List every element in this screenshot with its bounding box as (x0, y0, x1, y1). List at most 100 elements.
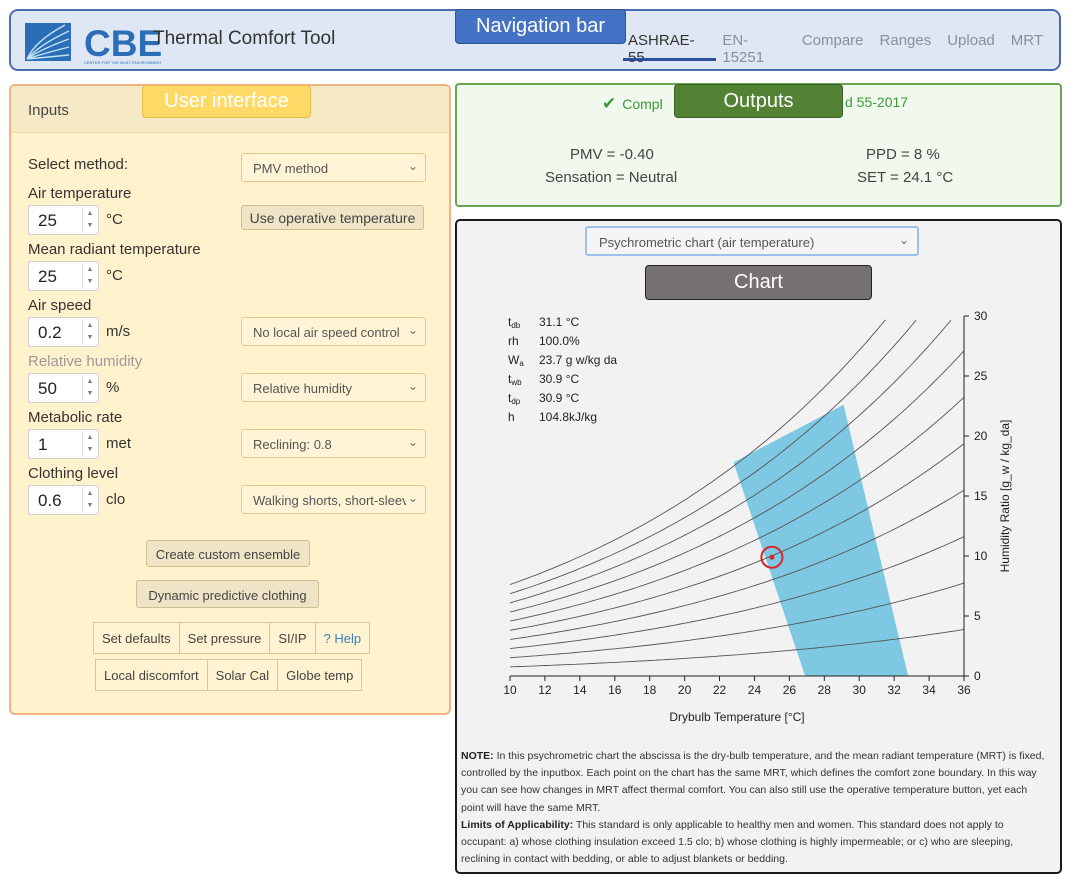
user-interface-annotation: User interface (142, 85, 311, 118)
x-tick-label: 36 (957, 683, 971, 697)
air-speed-control-value: No local air speed control (253, 325, 400, 340)
chevron-down-icon: ⌄ (898, 233, 909, 247)
nav-menu: ASHRAE-55 EN-15251 Compare Ranges Upload… (628, 32, 1059, 66)
metabolic-rate-label: Metabolic rate (28, 409, 123, 426)
clothing-ensemble-select[interactable]: Walking shorts, short-sleeve shirt⌄ (241, 485, 426, 514)
clothing-level-value: 0.6 (38, 491, 62, 510)
x-tick-label: 22 (713, 683, 727, 697)
readout-key: twb (508, 372, 522, 387)
x-tick-label: 28 (818, 683, 832, 697)
globe-temp-button[interactable]: Globe temp (277, 659, 363, 691)
use-operative-temperature-button[interactable]: Use operative temperature (241, 205, 424, 230)
current-point-ring (760, 545, 784, 569)
mrt-input[interactable]: 25 ▲ ▼ (28, 261, 99, 291)
chart-annotation: Chart (645, 265, 872, 300)
activity-value: Reclining: 0.8 (253, 437, 332, 452)
readout-key: rh (508, 334, 519, 348)
rh-curve-60 (509, 396, 965, 622)
create-custom-ensemble-button[interactable]: Create custom ensemble (146, 540, 310, 567)
x-tick-label: 24 (748, 683, 762, 697)
rh-curve-50 (509, 443, 965, 631)
set-value: SET = 24.1 °C (857, 169, 954, 186)
current-point-dot (769, 554, 775, 560)
inputs-title: Inputs (28, 102, 69, 119)
set-defaults-button[interactable]: Set defaults (93, 622, 180, 654)
air-temperature-input[interactable]: 25 ▲ ▼ (28, 205, 99, 235)
compliance-status: ✔ Compl (602, 94, 663, 114)
spinner-icon[interactable]: ▲ ▼ (82, 320, 97, 344)
limits-text: This standard is only applicable to heal… (461, 818, 1014, 866)
local-discomfort-button[interactable]: Local discomfort (95, 659, 208, 691)
relative-humidity-label: Relative humidity (28, 353, 143, 370)
rh-curve-90 (509, 320, 917, 595)
rh-curve-20 (509, 582, 965, 659)
y-tick-label: 5 (974, 609, 981, 623)
set-pressure-button[interactable]: Set pressure (178, 622, 271, 654)
nav-item-ashrae-55[interactable]: ASHRAE-55 (628, 32, 695, 66)
cbe-logo[interactable]: CBE CENTER FOR THE BUILT ENVIRONMENT (25, 21, 162, 65)
mrt-label: Mean radiant temperature (28, 241, 201, 258)
nav-item-mrt[interactable]: MRT (1010, 32, 1043, 49)
help-button[interactable]: ? Help (314, 622, 371, 654)
rh-curve-10 (509, 629, 965, 668)
method-select[interactable]: PMV method ⌄ (241, 153, 426, 182)
activity-select[interactable]: Reclining: 0.8 ⌄ (241, 429, 426, 458)
spinner-icon[interactable]: ▲ ▼ (82, 432, 97, 456)
nav-item-upload[interactable]: Upload (947, 32, 995, 49)
clothing-level-label: Clothing level (28, 465, 119, 482)
humidity-type-select[interactable]: Relative humidity ⌄ (241, 373, 426, 402)
note-label: NOTE: (461, 750, 494, 762)
readout-key: tdb (508, 315, 521, 330)
comfort-zone (733, 404, 909, 676)
clothing-level-input[interactable]: 0.6 ▲ ▼ (28, 485, 99, 515)
chart-panel: Psychrometric chart (air temperature) ⌄ 1… (455, 219, 1062, 874)
relative-humidity-input[interactable]: 50 ▲ ▼ (28, 373, 99, 403)
dynamic-predictive-clothing-button[interactable]: Dynamic predictive clothing (136, 580, 319, 608)
rh-curve-100 (509, 319, 886, 586)
readout-key: h (508, 410, 515, 424)
spinner-icon[interactable]: ▲ ▼ (82, 264, 97, 288)
nav-item-ranges[interactable]: Ranges (879, 32, 932, 49)
solar-cal-button[interactable]: Solar Cal (206, 659, 279, 691)
y-tick-label: 10 (974, 549, 988, 563)
readout-value: 104.8kJ/kg (539, 410, 597, 424)
clothing-ensemble-value: Walking shorts, short-sleeve shirt (253, 493, 406, 508)
select-method-label: Select method: (28, 156, 129, 173)
x-axis-label: Drybulb Temperature [°C] (669, 710, 804, 724)
x-tick-label: 12 (538, 683, 552, 697)
y-axis-label: Humidity Ratio [g_w / kg_da] (998, 420, 1012, 573)
ppd-value: PPD = 8 % (866, 146, 940, 163)
air-speed-input[interactable]: 0.2 ▲ ▼ (28, 317, 99, 347)
air-speed-control-select[interactable]: No local air speed control ⌄ (241, 317, 426, 346)
app-title: Thermal Comfort Tool (153, 28, 336, 49)
y-tick-label: 15 (974, 489, 988, 503)
readout-value: 30.9 °C (539, 391, 579, 405)
spinner-icon[interactable]: ▲ ▼ (82, 488, 97, 512)
cbe-logo-mark-icon (25, 23, 71, 61)
inputs-panel: Inputs Select method: PMV method ⌄ Air te… (9, 84, 451, 715)
chevron-down-icon: ⌄ (407, 379, 418, 393)
air-temperature-value: 25 (38, 211, 57, 230)
si-ip-button[interactable]: SI/IP (269, 622, 316, 654)
x-tick-label: 16 (608, 683, 622, 697)
psychrometric-chart[interactable]: 10 12 14 16 18 20 22 24 26 28 30 32 34 360 5 10 15 20 25 30… (457, 221, 1062, 741)
x-tick-label: 30 (853, 683, 867, 697)
y-tick-label: 30 (974, 309, 988, 323)
active-tab-indicator (623, 58, 716, 61)
relative-humidity-unit: % (106, 379, 120, 396)
chart-type-select[interactable]: Psychrometric chart (air temperature) ⌄ (585, 226, 919, 256)
compliance-standard-text: d 55-2017 (845, 94, 909, 110)
nav-item-en-15251[interactable]: EN-15251 (722, 32, 765, 66)
nav-item-compare[interactable]: Compare (801, 32, 864, 49)
navigation-bar-annotation: Navigation bar (455, 9, 626, 44)
x-tick-label: 10 (503, 683, 517, 697)
spinner-icon[interactable]: ▲ ▼ (82, 208, 97, 232)
x-tick-label: 20 (678, 683, 692, 697)
metabolic-rate-input[interactable]: 1 ▲ ▼ (28, 429, 99, 459)
spinner-icon[interactable]: ▲ ▼ (82, 376, 97, 400)
compliance-text: Compl (622, 96, 663, 112)
x-tick-label: 34 (922, 683, 936, 697)
readout-value: 100.0% (539, 334, 580, 348)
readout-key: Wa (508, 353, 524, 368)
relative-humidity-value: 50 (38, 379, 57, 398)
